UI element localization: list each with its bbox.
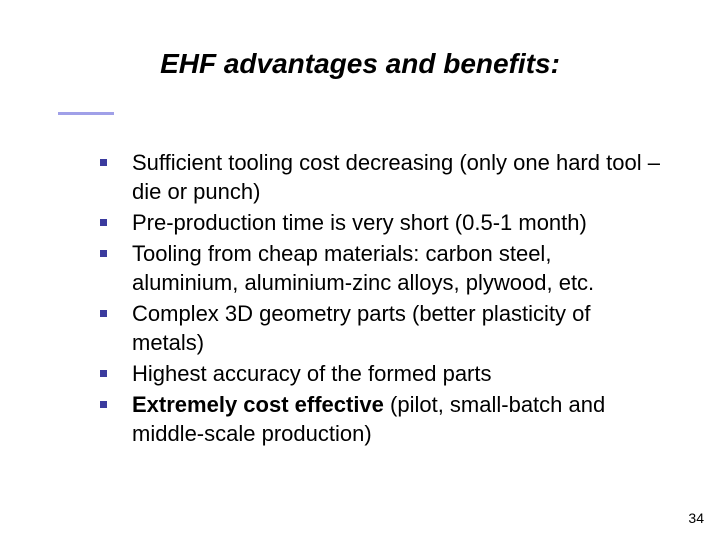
list-item-text: Highest accuracy of the formed parts bbox=[132, 361, 492, 386]
square-bullet-icon bbox=[100, 250, 107, 257]
bullet-list: Sufficient tooling cost decreasing (only… bbox=[100, 148, 660, 448]
list-item: Sufficient tooling cost decreasing (only… bbox=[100, 148, 660, 206]
square-bullet-icon bbox=[100, 219, 107, 226]
square-bullet-icon bbox=[100, 310, 107, 317]
list-item-text: Complex 3D geometry parts (better plasti… bbox=[132, 301, 591, 355]
list-item-text: Sufficient tooling cost decreasing (only… bbox=[132, 150, 660, 204]
list-item-text: Extremely cost effective (pilot, small-b… bbox=[132, 392, 605, 446]
slide-title: EHF advantages and benefits: bbox=[0, 48, 720, 80]
slide-body: Sufficient tooling cost decreasing (only… bbox=[100, 148, 660, 450]
list-item: Pre-production time is very short (0.5-1… bbox=[100, 208, 660, 237]
square-bullet-icon bbox=[100, 370, 107, 377]
list-item-text: Pre-production time is very short (0.5-1… bbox=[132, 210, 587, 235]
square-bullet-icon bbox=[100, 401, 107, 408]
square-bullet-icon bbox=[100, 159, 107, 166]
list-item-text: Tooling from cheap materials: carbon ste… bbox=[132, 241, 594, 295]
list-item: Highest accuracy of the formed parts bbox=[100, 359, 660, 388]
list-item: Complex 3D geometry parts (better plasti… bbox=[100, 299, 660, 357]
slide: EHF advantages and benefits: Sufficient … bbox=[0, 0, 720, 540]
list-item: Tooling from cheap materials: carbon ste… bbox=[100, 239, 660, 297]
list-item: Extremely cost effective (pilot, small-b… bbox=[100, 390, 660, 448]
accent-line bbox=[58, 112, 114, 115]
page-number: 34 bbox=[688, 510, 704, 526]
